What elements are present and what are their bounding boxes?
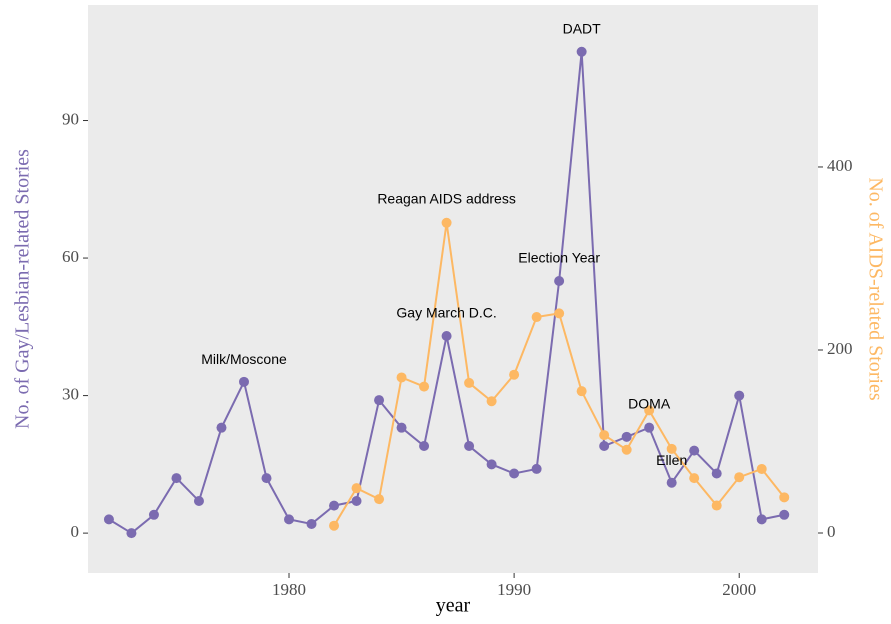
point (644, 422, 655, 433)
annotation: DADT (563, 20, 602, 36)
x-axis-title: year (436, 595, 471, 617)
point (464, 377, 475, 388)
annotation: Gay March D.C. (396, 305, 496, 321)
point (396, 422, 407, 433)
point (419, 441, 430, 452)
point (351, 496, 362, 507)
point (171, 473, 182, 484)
point (734, 472, 745, 483)
point (621, 444, 632, 455)
point (216, 422, 227, 433)
point (103, 514, 114, 525)
point (441, 217, 452, 228)
point (419, 381, 430, 392)
point (644, 405, 655, 416)
point (554, 275, 565, 286)
point (464, 441, 475, 452)
point (486, 396, 497, 407)
point (621, 431, 632, 442)
point (666, 443, 677, 454)
point (779, 509, 790, 520)
point (374, 494, 385, 505)
point (329, 520, 340, 531)
point (531, 463, 542, 474)
point (779, 492, 790, 503)
y2-tick-label: 0 (827, 522, 836, 541)
point (756, 514, 767, 525)
x-tick-label: 1980 (272, 580, 306, 599)
point (193, 496, 204, 507)
point (576, 386, 587, 397)
y-tick-label: 0 (71, 522, 80, 541)
point (756, 463, 767, 474)
y-axis-title: No. of Gay/Lesbian-related Stories (12, 149, 34, 429)
y2-tick-label: 200 (827, 339, 853, 358)
point (554, 308, 565, 319)
point (576, 46, 587, 57)
y2-tick-label: 400 (827, 156, 853, 175)
point (374, 395, 385, 406)
point (599, 441, 610, 452)
point (711, 500, 722, 511)
annotation: DOMA (628, 395, 671, 411)
point (734, 390, 745, 401)
x-tick-label: 1990 (497, 580, 531, 599)
annotation: Milk/Moscone (201, 351, 287, 367)
point (666, 477, 677, 488)
point (689, 473, 700, 484)
point (396, 372, 407, 383)
y-tick-label: 60 (62, 247, 79, 266)
annotation: Election Year (518, 250, 600, 266)
point (531, 312, 542, 323)
point (284, 514, 295, 525)
point (689, 445, 700, 456)
point (148, 509, 159, 520)
point (509, 468, 520, 479)
annotation: Ellen (656, 452, 687, 468)
point (238, 376, 249, 387)
point (261, 473, 272, 484)
point (126, 528, 137, 539)
y-tick-label: 30 (62, 384, 79, 403)
y-tick-label: 90 (62, 109, 79, 128)
point (441, 330, 452, 341)
point (351, 483, 362, 494)
point (486, 459, 497, 470)
point (599, 430, 610, 441)
annotation: Reagan AIDS address (377, 191, 516, 207)
point (306, 518, 317, 529)
x-tick-label: 2000 (722, 580, 756, 599)
point (711, 468, 722, 479)
point (509, 369, 520, 380)
point (329, 500, 340, 511)
panel (88, 5, 818, 573)
y2-axis-title: No. of AIDS-related Stories (864, 177, 886, 401)
